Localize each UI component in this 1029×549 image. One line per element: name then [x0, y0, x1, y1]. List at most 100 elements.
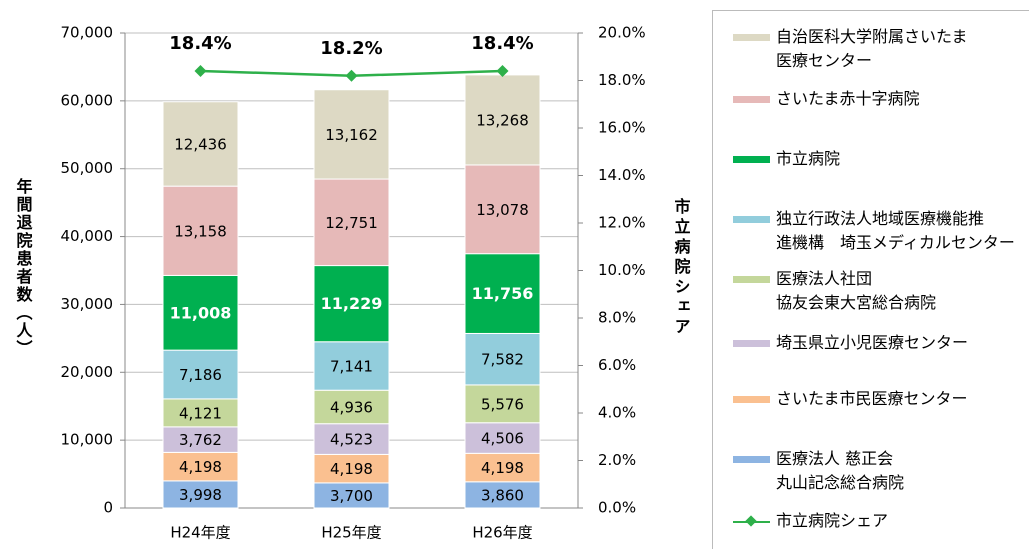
bar-segment — [313, 453, 390, 484]
data-label: 13,158 — [174, 222, 227, 240]
legend-swatch — [733, 216, 770, 223]
legend-label: 独立行政法人地域医療機能推 進機構 埼玉メディカルセンター — [776, 209, 1015, 252]
legend-entry: 医療法人 慈正会 丸山記念総合病院 — [733, 447, 1029, 495]
y-tick-label: 40,000 — [61, 227, 114, 245]
bar-segment — [162, 426, 239, 453]
bar-segment — [313, 341, 390, 391]
data-label: 12,751 — [325, 214, 378, 232]
data-label: 4,523 — [330, 431, 373, 449]
bar-segment — [162, 185, 239, 276]
x-tick-label: H25年度 — [321, 524, 381, 542]
data-label: 3,998 — [179, 486, 222, 504]
legend-entry: 独立行政法人地域医療機能推 進機構 埼玉メディカルセンター — [733, 207, 1029, 255]
legend-entry: 市立病院シェア — [733, 509, 1029, 533]
legend-swatch — [733, 34, 770, 41]
legend-label: さいたま赤十字病院 — [776, 89, 920, 108]
y2-tick-label: 8.0% — [598, 309, 636, 327]
y-tick-label: 0 — [103, 499, 113, 517]
y-tick-label: 60,000 — [61, 91, 114, 109]
bar-segment — [162, 274, 239, 351]
y2-tick-label: 12.0% — [598, 214, 646, 232]
y2-tick-label: 4.0% — [598, 404, 636, 422]
legend-entry: 埼玉県立小児医療センター — [733, 331, 1029, 355]
legend-swatch — [733, 156, 770, 163]
data-label: 3,700 — [330, 487, 373, 505]
legend-entry: 医療法人社団 協友会東大宮総合病院 — [733, 267, 1029, 315]
legend: 自治医科大学附属さいたま 医療センターさいたま赤十字病院 市立病院独立行政法人地域… — [712, 10, 1029, 549]
data-label: 4,936 — [330, 398, 373, 416]
bar-segment — [313, 482, 390, 509]
y2-tick-label: 18.0% — [598, 71, 646, 89]
bar-segment — [464, 74, 541, 166]
bar-segment — [162, 398, 239, 428]
data-label: 3,860 — [481, 486, 524, 504]
bar-segment — [313, 178, 390, 267]
line-label: 18.2% — [320, 38, 382, 59]
legend-swatch — [733, 96, 770, 103]
legend-entry: 市立病院 — [733, 147, 1029, 171]
y-tick-label: 10,000 — [61, 431, 114, 449]
x-tick-label: H24年度 — [170, 524, 230, 542]
data-label: 11,229 — [321, 294, 383, 313]
legend-label: 市立病院 — [776, 149, 841, 168]
bar-segment — [464, 452, 541, 483]
legend-swatch — [733, 515, 770, 527]
line-marker — [345, 69, 358, 82]
data-label: 4,198 — [330, 460, 373, 478]
legend-entry: さいたま赤十字病院 — [733, 87, 1029, 111]
legend-entry: さいたま市民医療センター — [733, 387, 1029, 411]
data-label: 4,198 — [481, 459, 524, 477]
legend-swatch — [733, 340, 770, 347]
y2-tick-label: 20.0% — [598, 24, 646, 42]
bar-segment — [162, 101, 239, 187]
bar-segment — [464, 481, 541, 509]
chart: 年間退院患者数（人） 市立病院シェア 0 10,000 20,000 30,000 40… — [14, 24, 691, 542]
legend-entry: 自治医科大学附属さいたま 医療センター — [733, 25, 1029, 73]
y2-tick-label: 2.0% — [598, 451, 636, 469]
data-label: 4,121 — [179, 404, 222, 422]
data-label: 12,436 — [174, 135, 227, 153]
bar-segment — [464, 164, 541, 255]
legend-label: 医療法人社団 協友会東大宮総合病院 — [776, 269, 937, 312]
line-label: 18.4% — [471, 33, 533, 54]
bar-segment — [162, 349, 239, 400]
legend-label: 埼玉県立小児医療センター — [776, 333, 969, 352]
data-label: 7,186 — [179, 366, 222, 384]
bar-segment — [313, 389, 390, 425]
bar-segment — [162, 480, 239, 509]
line-label: 18.4% — [169, 33, 231, 54]
y-tick-label: 70,000 — [61, 24, 114, 42]
bar-segment — [464, 384, 541, 424]
data-label: 11,008 — [170, 303, 232, 322]
y2-tick-label: 10.0% — [598, 261, 646, 279]
y2-tick-label: 16.0% — [598, 119, 646, 137]
x-tick-label: H26年度 — [472, 524, 532, 542]
data-label: 11,756 — [472, 284, 534, 303]
y-tick-label: 30,000 — [61, 295, 114, 313]
data-label: 7,141 — [330, 357, 373, 375]
legend-label: 自治医科大学附属さいたま 医療センター — [776, 27, 968, 70]
data-label: 3,762 — [179, 431, 222, 449]
data-label: 13,268 — [476, 111, 529, 129]
data-label: 5,576 — [481, 395, 524, 413]
bar-segment — [464, 253, 541, 334]
y2-tick-label: 14.0% — [598, 166, 646, 184]
data-label: 4,506 — [481, 430, 524, 448]
y2-axis-label: 市立病院シェア — [672, 197, 691, 338]
y2-tick-label: 0.0% — [598, 499, 636, 517]
bar-segment — [464, 422, 541, 454]
y-tick-label: 50,000 — [61, 159, 114, 177]
y-axis-label: 年間退院患者数（人） — [14, 177, 34, 358]
line-marker — [496, 65, 509, 77]
legend-swatch — [733, 276, 770, 283]
legend-label: 市立病院シェア — [776, 511, 889, 530]
data-label: 13,078 — [476, 201, 529, 219]
data-label: 13,162 — [325, 126, 378, 144]
bar-segment — [313, 89, 390, 180]
line-marker — [194, 65, 207, 77]
data-label: 4,198 — [179, 458, 222, 476]
legend-label: 医療法人 慈正会 丸山記念総合病院 — [776, 449, 905, 492]
y2-tick-label: 6.0% — [598, 356, 636, 374]
data-label: 7,582 — [481, 351, 524, 369]
